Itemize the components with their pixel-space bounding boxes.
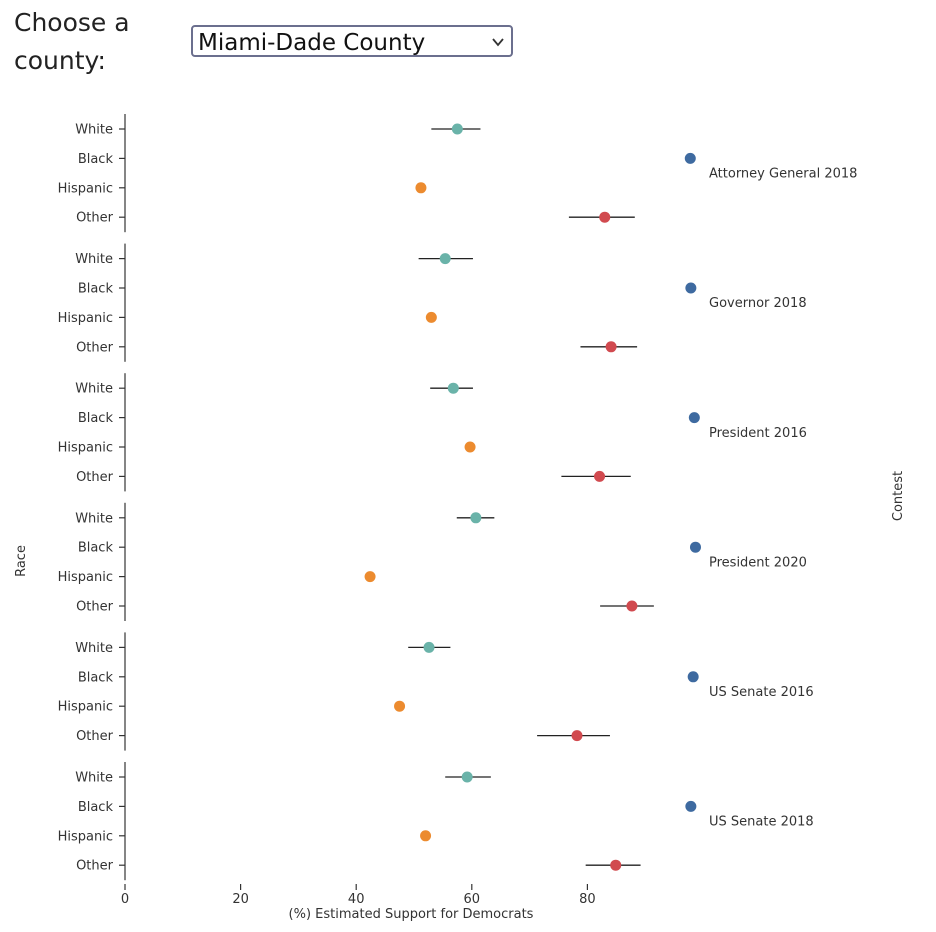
y-tick-label: Black xyxy=(78,670,114,685)
data-point xyxy=(394,700,406,712)
y-tick-label: Black xyxy=(78,541,114,556)
contest-label: President 2020 xyxy=(709,555,807,570)
county-select[interactable]: Miami-Dade County xyxy=(191,25,513,57)
county-prompt-label: Choose a county: xyxy=(14,8,130,75)
contest-label: President 2016 xyxy=(709,426,807,441)
y-tick-label: Other xyxy=(76,600,114,615)
x-tick-label: 80 xyxy=(579,892,596,907)
y-tick-label: Other xyxy=(76,859,114,874)
county-select-value: Miami-Dade County xyxy=(198,30,426,56)
data-point xyxy=(594,470,606,482)
contest-group: White Black Hispanic Other President 2016 xyxy=(58,373,807,492)
x-axis-title: (%) Estimated Support for Democrats xyxy=(289,907,534,922)
x-tick-label: 0 xyxy=(121,892,129,907)
data-point xyxy=(684,152,696,164)
data-point xyxy=(610,859,622,871)
data-point xyxy=(464,441,476,453)
data-point xyxy=(687,671,699,683)
y-tick-label: Hispanic xyxy=(58,829,113,844)
y-tick-label: White xyxy=(75,382,113,397)
data-point xyxy=(364,571,376,583)
y-tick-label: Black xyxy=(78,152,114,167)
y-tick-label: White xyxy=(75,123,113,138)
data-point xyxy=(415,182,427,194)
contest-label: Attorney General 2018 xyxy=(709,167,857,182)
data-point xyxy=(461,771,473,783)
data-point xyxy=(447,382,459,394)
data-point xyxy=(439,253,451,265)
contest-label: US Senate 2016 xyxy=(709,685,814,700)
y-tick-label: Other xyxy=(76,729,114,744)
data-point xyxy=(685,282,697,294)
contest-label: Governor 2018 xyxy=(709,296,807,311)
x-tick-label: 40 xyxy=(348,892,365,907)
contest-group: White Black Hispanic Other US Senate 2016 xyxy=(58,632,814,751)
data-point xyxy=(420,830,432,842)
data-point xyxy=(689,541,701,553)
y-tick-label: Other xyxy=(76,340,114,355)
y-tick-label: White xyxy=(75,252,113,267)
data-point xyxy=(425,311,437,323)
y-tick-label: Hispanic xyxy=(58,181,113,196)
contest-axis-title: Contest xyxy=(891,471,906,521)
y-tick-label: Hispanic xyxy=(58,441,113,456)
y-tick-label: Black xyxy=(78,282,114,297)
data-point xyxy=(685,800,697,812)
y-axis-title: Race xyxy=(14,545,29,577)
contest-group: White Black Hispanic Other Attorney General … xyxy=(58,114,857,233)
data-point xyxy=(451,123,463,135)
contest-group: White Black Hispanic Other Governor 2018 xyxy=(58,243,807,362)
y-tick-label: Hispanic xyxy=(58,311,113,326)
y-tick-label: Black xyxy=(78,411,114,426)
data-point xyxy=(688,412,700,424)
x-axis: 0 20 40 60 80 xyxy=(121,884,596,907)
y-tick-label: Black xyxy=(78,800,114,815)
y-tick-label: Other xyxy=(76,211,114,226)
x-tick-label: 60 xyxy=(464,892,481,907)
y-tick-label: Other xyxy=(76,470,114,485)
contest-group: White Black Hispanic Other US Senate 2018 xyxy=(58,762,814,881)
y-tick-label: White xyxy=(75,771,113,786)
y-tick-label: Hispanic xyxy=(58,700,113,715)
y-tick-label: White xyxy=(75,641,113,656)
data-point xyxy=(599,211,611,223)
data-point xyxy=(571,730,583,742)
y-tick-label: White xyxy=(75,511,113,526)
data-point xyxy=(605,341,617,353)
y-tick-label: Hispanic xyxy=(58,570,113,585)
contest-label: US Senate 2018 xyxy=(709,815,814,830)
chevron-down-icon xyxy=(492,38,504,47)
data-point xyxy=(626,600,638,612)
x-tick-label: 20 xyxy=(232,892,249,907)
contest-group: White Black Hispanic Other President 2020 xyxy=(58,502,807,621)
data-point xyxy=(423,641,435,653)
data-point xyxy=(470,512,482,524)
